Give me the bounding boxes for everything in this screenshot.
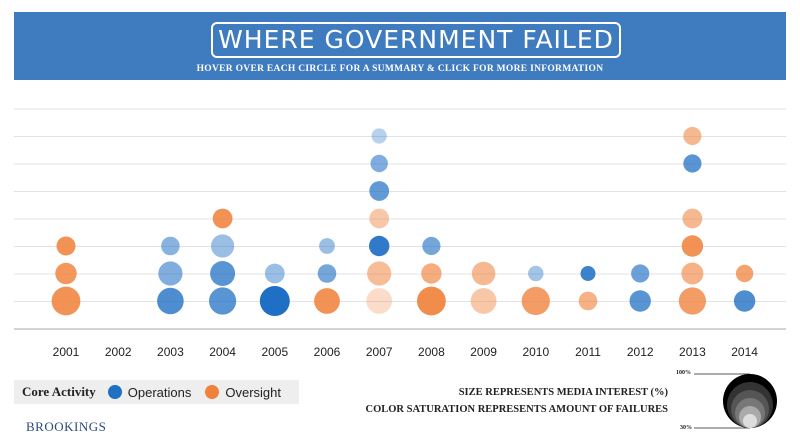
brand-logo: BROOKINGS [26,419,107,434]
scale-min-label: 30% [680,425,692,431]
x-tick-label-2001: 2001 [53,345,80,359]
bubble-operations-2014-row1[interactable] [733,290,756,312]
bubble-oversight-2001-row1[interactable] [51,286,81,316]
page-title: WHERE GOVERNMENT FAILED [211,22,621,58]
bubble-operations-2007-row5[interactable] [369,181,390,201]
bubble-oversight-2001-row3[interactable] [56,236,76,256]
x-tick-label-2009: 2009 [470,345,497,359]
scale-max-label: 100% [676,370,691,376]
bubble-operations-2012-row2[interactable] [631,264,650,283]
bubble-operations-2004-row2[interactable] [210,261,236,286]
bubble-oversight-2010-row1[interactable] [521,286,550,316]
bubble-operations-2004-row1[interactable] [209,287,237,315]
x-tick-label-2007: 2007 [366,345,393,359]
bubble-operations-2011-row2[interactable] [580,266,596,281]
legend-operations-label: Operations [127,384,192,400]
bubble-oversight-2013-row2[interactable] [681,262,704,285]
x-tick-label-2011: 2011 [575,345,601,359]
bubble-operations-2012-row1[interactable] [629,290,651,312]
bubble-oversight-2013-row4[interactable] [682,208,703,229]
bubble-oversight-2004-row4[interactable] [212,208,233,229]
bubble-operations-2006-row3[interactable] [319,238,335,254]
bubble-operations-2006-row2[interactable] [317,264,337,283]
bubble-operations-2003-row1[interactable] [157,287,184,315]
x-tick-label-2013: 2013 [679,345,706,359]
bubble-operations-2007-row7[interactable] [371,128,387,144]
x-tick-label-2008: 2008 [418,345,445,359]
x-tick-label-2010: 2010 [522,345,549,359]
header-banner: WHERE GOVERNMENT FAILED HOVER OVER EACH … [14,12,786,80]
bubble-operations-2004-row3[interactable] [211,234,235,258]
bubble-oversight-2009-row1[interactable] [470,288,497,314]
bubble-oversight-2007-row1[interactable] [366,288,393,314]
x-tick-label-2002: 2002 [105,345,132,359]
bubble-operations-2003-row2[interactable] [158,261,183,286]
x-tick-label-2012: 2012 [627,345,654,359]
page-subtitle: HOVER OVER EACH CIRCLE FOR A SUMMARY & C… [196,64,604,74]
color-note: COLOR SATURATION REPRESENTS AMOUNT OF FA… [365,404,668,415]
bubble-oversight-2007-row2[interactable] [367,261,392,286]
x-tick-label-2014: 2014 [731,345,758,359]
bubble-oversight-2013-row7[interactable] [683,126,702,146]
bubble-operations-2010-row2[interactable] [528,265,544,282]
bubble-operations-2005-row2[interactable] [264,263,285,284]
bubble-oversight-2007-row4[interactable] [369,208,390,229]
bubble-operations-2003-row3[interactable] [161,236,180,256]
x-tick-label-2004: 2004 [209,345,236,359]
legend-oversight-label: Oversight [225,384,282,400]
bubble-operations-2005-row1[interactable] [259,286,290,316]
bubble-oversight-2014-row2[interactable] [735,264,754,283]
bubble-oversight-2008-row1[interactable] [417,286,446,316]
bubble-operations-2008-row3[interactable] [422,236,441,256]
bubble-oversight-2009-row2[interactable] [471,261,496,286]
legend: Core Activity Operations Oversight [14,380,300,404]
bubble-operations-2007-row6[interactable] [370,154,388,173]
bubble-oversight-2008-row2[interactable] [421,263,442,284]
legend-operations-swatch [107,385,122,399]
x-tick-label-2005: 2005 [261,345,288,359]
bubble-oversight-2001-row2[interactable] [55,262,77,285]
bubble-operations-2007-row3[interactable] [369,235,390,257]
bubble-oversight-2011-row1[interactable] [578,291,598,311]
bubble-oversight-2006-row1[interactable] [314,288,340,314]
bubble-oversight-2013-row1[interactable] [678,287,707,315]
bubble-operations-2013-row6[interactable] [683,154,702,173]
size-note: SIZE REPRESENTS MEDIA INTEREST (%) [458,387,668,398]
legend-title: Core Activity [22,384,96,399]
bubble-oversight-2013-row3[interactable] [681,235,704,257]
x-tick-label-2006: 2006 [314,345,341,359]
legend-oversight-swatch [205,385,220,399]
x-tick-label-2003: 2003 [157,345,184,359]
